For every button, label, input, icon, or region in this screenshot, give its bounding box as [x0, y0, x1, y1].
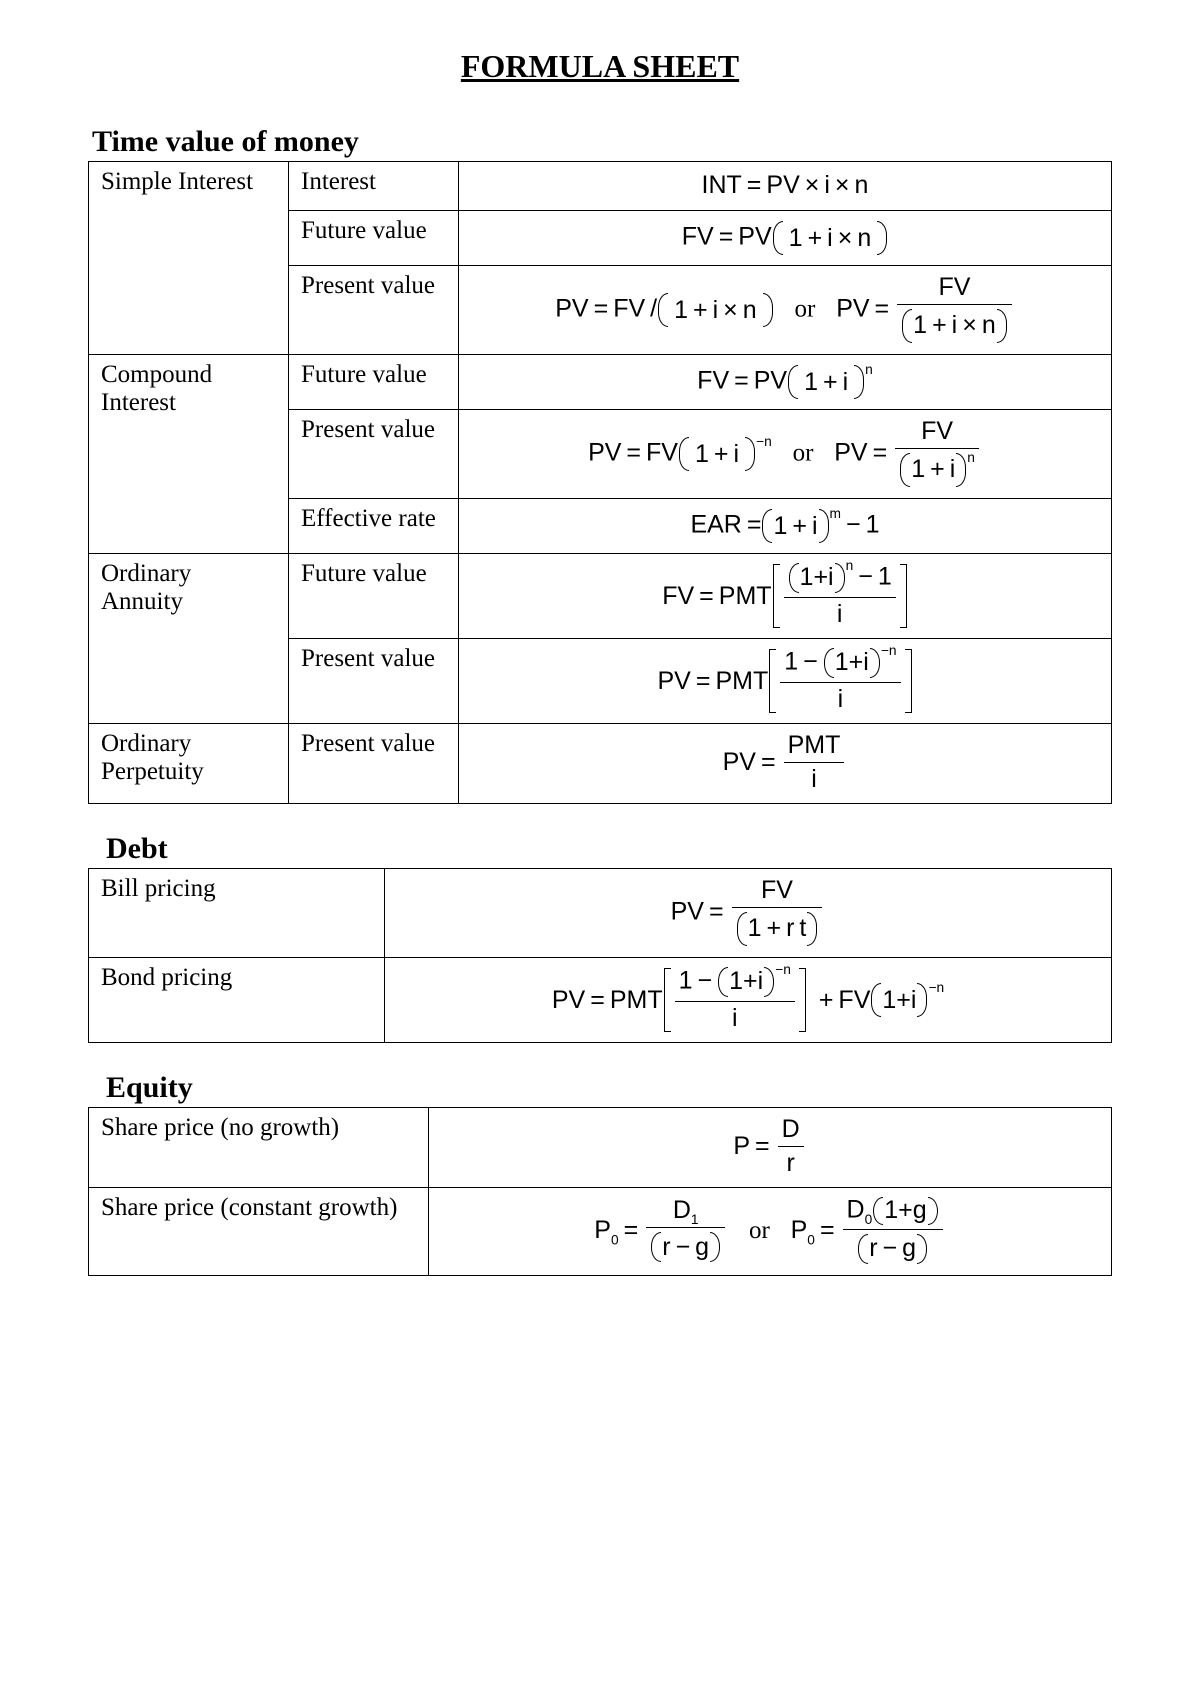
formula-ci-fv: FV = PV 1 + i n	[459, 355, 1112, 410]
equity-table: Share price (no growth) P = Dr Share pri…	[88, 1107, 1112, 1276]
table-row: Share price (constant growth) P0 = D1r −…	[89, 1188, 1112, 1276]
formula-eq-no-growth: P = Dr	[429, 1108, 1112, 1188]
formula-debt-bond: PV = PMT1 − 1+i−ni + FV1+i−n	[385, 958, 1112, 1043]
formula-debt-bill: PV = FV1 + r t	[385, 869, 1112, 958]
sub-label-fv: Future value	[289, 355, 459, 410]
section-title-debt: Debt	[106, 832, 1112, 866]
sub-label-fv: Future value	[289, 211, 459, 266]
row-label-ordinary-annuity: Ordinary Annuity	[89, 554, 289, 724]
or-label: or	[749, 1217, 770, 1244]
doc-title: FORMULA SHEET	[88, 48, 1112, 85]
table-row: Ordinary Perpetuity Present value PV = P…	[89, 724, 1112, 804]
row-label-compound-interest: Compound Interest	[89, 355, 289, 554]
formula-ci-pv: PV = FV 1 + i −n or PV = FV1 + in	[459, 410, 1112, 499]
formula-si-pv: PV = FV / 1 + i × n or PV = FV1 + i × n	[459, 266, 1112, 355]
row-label-simple-interest: Simple Interest	[89, 162, 289, 355]
formula-oa-fv: FV = PMT1+in − 1i	[459, 554, 1112, 639]
formula-ci-ear: EAR =1 + im − 1	[459, 499, 1112, 554]
formula-eq-const-growth: P0 = D1r − g or P0 = D01+gr − g	[429, 1188, 1112, 1276]
section-title-tvm: Time value of money	[92, 125, 1112, 159]
row-label-no-growth: Share price (no growth)	[89, 1108, 429, 1188]
sub-label-pv: Present value	[289, 266, 459, 355]
sub-label-interest: Interest	[289, 162, 459, 211]
row-label-const-growth: Share price (constant growth)	[89, 1188, 429, 1276]
row-label-bill: Bill pricing	[89, 869, 385, 958]
or-label: or	[795, 296, 816, 323]
table-row: Compound Interest Future value FV = PV 1…	[89, 355, 1112, 410]
sub-label-pv: Present value	[289, 410, 459, 499]
table-row: Bill pricing PV = FV1 + r t	[89, 869, 1112, 958]
sub-label-pv: Present value	[289, 639, 459, 724]
sub-label-pv: Present value	[289, 724, 459, 804]
tvm-table: Simple Interest Interest INT = PV × i × …	[88, 161, 1112, 804]
or-label: or	[793, 440, 814, 467]
page: FORMULA SHEET Time value of money Simple…	[0, 0, 1200, 1697]
sub-label-fv: Future value	[289, 554, 459, 639]
table-row: Bond pricing PV = PMT1 − 1+i−ni + FV1+i−…	[89, 958, 1112, 1043]
sub-label-ear: Effective rate	[289, 499, 459, 554]
table-row: Ordinary Annuity Future value FV = PMT1+…	[89, 554, 1112, 639]
debt-table: Bill pricing PV = FV1 + r t Bond pricing…	[88, 868, 1112, 1043]
table-row: Simple Interest Interest INT = PV × i × …	[89, 162, 1112, 211]
formula-si-int: INT = PV × i × n	[459, 162, 1112, 211]
formula-oa-pv: PV = PMT1 − 1+i−ni	[459, 639, 1112, 724]
section-title-equity: Equity	[106, 1071, 1112, 1105]
table-row: Share price (no growth) P = Dr	[89, 1108, 1112, 1188]
row-label-ordinary-perpetuity: Ordinary Perpetuity	[89, 724, 289, 804]
formula-si-fv: FV = PV 1 + i × n	[459, 211, 1112, 266]
row-label-bond: Bond pricing	[89, 958, 385, 1043]
formula-op-pv: PV = PMTi	[459, 724, 1112, 804]
